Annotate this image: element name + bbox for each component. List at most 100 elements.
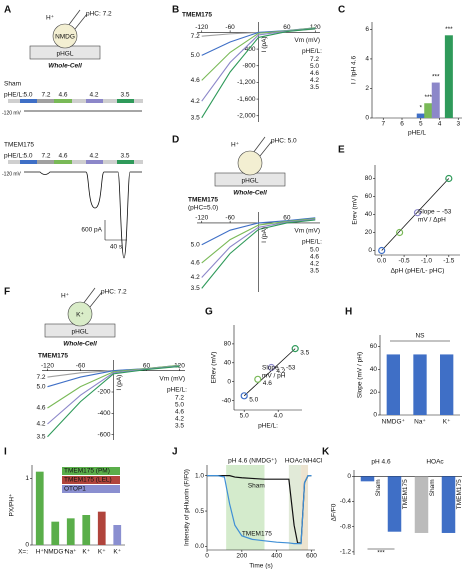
step-bar bbox=[20, 99, 37, 103]
annotation: mV / pH bbox=[262, 373, 286, 380]
x-tick-label: -120 bbox=[195, 24, 208, 31]
y-tick-label: 80 bbox=[224, 341, 232, 348]
y-axis-label: I (pA) bbox=[261, 36, 268, 52]
y-tick-label: -40 bbox=[222, 397, 232, 404]
panel-letter: J bbox=[172, 447, 178, 458]
x-tick-label: 7 bbox=[381, 121, 385, 128]
y-tick-label: 20 bbox=[365, 229, 373, 236]
step-background bbox=[8, 99, 143, 103]
panel-letter: K bbox=[322, 447, 330, 458]
x-tick-label: Sham bbox=[429, 479, 436, 496]
ph-c: pHC: 7.2 bbox=[86, 11, 112, 18]
y-tick-label: 0 bbox=[373, 412, 377, 419]
treatment-band bbox=[301, 465, 309, 550]
step-label: 3.5 bbox=[120, 92, 129, 99]
point bbox=[396, 228, 404, 237]
panel-letter: D bbox=[172, 135, 179, 146]
bar bbox=[97, 511, 106, 545]
y-tick-label: 0 bbox=[365, 115, 369, 122]
legend-entry: TMEM175 (PM) bbox=[64, 468, 110, 475]
legend-swatch bbox=[62, 485, 120, 493]
ph-label: pHE/L: bbox=[4, 92, 24, 99]
y-axis-label: Slope (mV / pH) bbox=[357, 352, 364, 398]
scale-label: 40 s bbox=[110, 244, 123, 251]
point-label: 5.0 bbox=[249, 397, 258, 404]
annotation: Slope ~ -53 bbox=[262, 365, 296, 372]
point bbox=[413, 209, 422, 217]
step-bar bbox=[20, 160, 37, 164]
band-label: pH 4.6 (NMDG⁺) bbox=[228, 458, 277, 465]
curve-label: 5.0 bbox=[191, 52, 200, 59]
bar bbox=[387, 476, 402, 532]
y-tick-label: 0 bbox=[227, 378, 231, 385]
panel-letter: B bbox=[172, 5, 179, 16]
step-bar bbox=[37, 160, 54, 164]
x-tick-label: -120 bbox=[195, 215, 208, 222]
y-axis-label: Erev (mV) bbox=[352, 195, 359, 224]
bar bbox=[413, 354, 427, 415]
x-tick-label: -60 bbox=[225, 24, 235, 31]
legend-entry: 3.5 bbox=[175, 422, 184, 429]
series-label: Sham bbox=[248, 482, 265, 489]
y-tick-label: 0.0 bbox=[195, 543, 204, 550]
step-label: 4.6 bbox=[58, 92, 67, 99]
legend-swatch bbox=[62, 476, 120, 484]
x-tick-label: 200 bbox=[236, 553, 247, 560]
curve-label: 3.5 bbox=[36, 434, 45, 441]
x-tick-label: K⁺ bbox=[443, 419, 451, 426]
x-tick-label: K⁺ bbox=[82, 549, 90, 556]
pipette bbox=[82, 287, 103, 308]
curve-label: 4.6 bbox=[191, 260, 200, 267]
x-axis-label: Time (s) bbox=[249, 563, 273, 570]
legend-entry: 4.6 bbox=[310, 70, 319, 77]
y-tick-label: 4 bbox=[365, 56, 369, 63]
curve-label: 3.5 bbox=[191, 285, 200, 292]
bar bbox=[375, 117, 384, 118]
point-label: 4.6 bbox=[263, 380, 272, 387]
significance: *** bbox=[424, 94, 432, 101]
y-tick-label: 20 bbox=[370, 389, 378, 396]
y-tick-label: 40 bbox=[365, 211, 373, 218]
y-tick-label: -2,000 bbox=[237, 112, 256, 119]
band-label: HOAc bbox=[285, 458, 303, 465]
y-axis-label: PX/PH⁺ bbox=[9, 493, 16, 517]
curve-label: 5.0 bbox=[36, 383, 45, 390]
bar bbox=[416, 113, 425, 118]
y-axis-label: Intensity of pHluorin (F/F0) bbox=[184, 469, 191, 546]
x-tick-label: 5 bbox=[419, 121, 423, 128]
panel-letter: H bbox=[345, 307, 352, 318]
panel-letter: A bbox=[4, 5, 11, 16]
x-tick-label: 0 bbox=[205, 553, 209, 560]
annotation: Slope ~ -53 bbox=[418, 209, 452, 216]
x-tick-label: 120 bbox=[174, 362, 185, 369]
y-tick-label: 60 bbox=[370, 343, 378, 350]
x-tick-label: 3 bbox=[456, 121, 460, 128]
x-tick-label: Na⁺ bbox=[414, 419, 426, 426]
chart-title: TMEM175 bbox=[188, 197, 218, 204]
cell bbox=[237, 150, 263, 176]
legend-swatch bbox=[62, 467, 120, 475]
x-tick-label: 0.0 bbox=[377, 258, 386, 265]
holding: -120 mV bbox=[2, 110, 22, 116]
ph-c: pHC: 5.0 bbox=[271, 138, 297, 145]
treatment-band bbox=[288, 465, 302, 550]
legend-entry: 4.2 bbox=[175, 415, 184, 422]
curve-label: 4.2 bbox=[191, 98, 200, 105]
legend-entry: OTOP1 bbox=[64, 486, 86, 493]
y-tick-label: 60 bbox=[365, 193, 373, 200]
x-tick-label: -1.0 bbox=[421, 258, 433, 265]
x-tick-label: K⁺ bbox=[113, 549, 121, 556]
curve-label: 4.6 bbox=[36, 405, 45, 412]
legend-entry: 5.0 bbox=[310, 63, 319, 70]
bar bbox=[66, 518, 75, 545]
legend-title: pHE/L: bbox=[302, 48, 322, 55]
panel-letter: I bbox=[4, 447, 7, 458]
step-label: 4.2 bbox=[89, 92, 98, 99]
bar bbox=[414, 476, 429, 533]
legend-entry: 4.6 bbox=[175, 408, 184, 415]
y-tick-label: 80 bbox=[365, 175, 373, 182]
point bbox=[445, 174, 453, 183]
cation: K⁺ bbox=[76, 312, 84, 319]
bar bbox=[444, 35, 453, 118]
y-tick-label: -800 bbox=[242, 62, 255, 69]
